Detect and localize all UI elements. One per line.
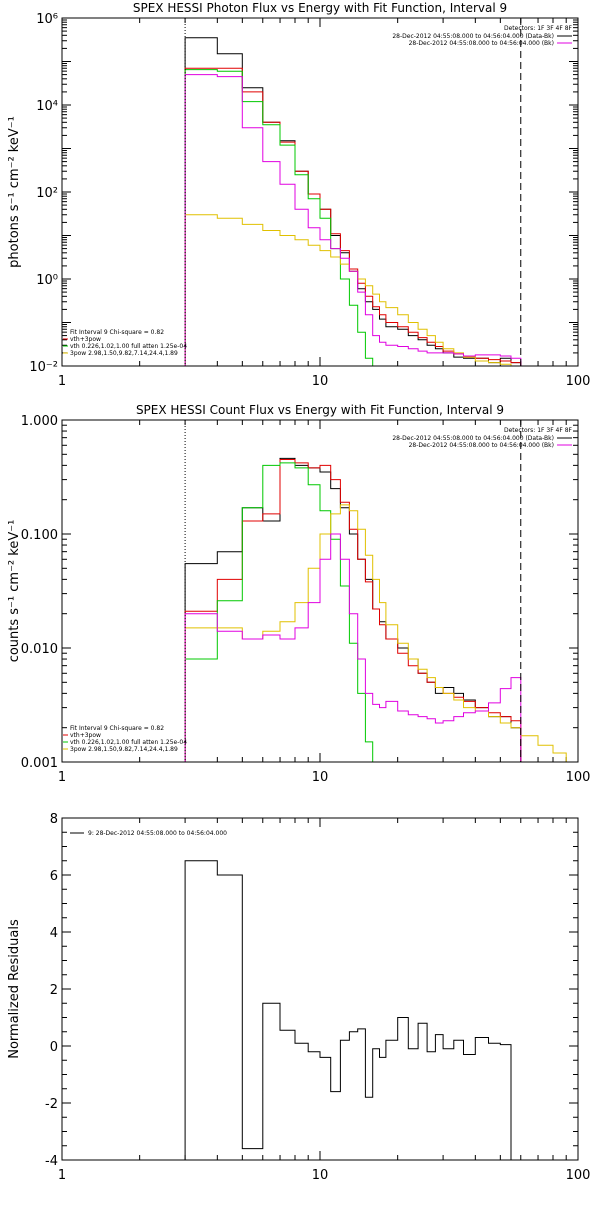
y-tick-label: 0 — [50, 1040, 58, 1055]
fit-info-text: vth+3pow — [70, 336, 101, 343]
plot-frame — [61, 419, 579, 763]
x-tick-label: 1 — [58, 770, 66, 785]
x-tick-label: 100 — [566, 1168, 591, 1183]
y-tick-label: 10⁻² — [29, 360, 58, 375]
fit-info-text: vth 0.226,1.02,1.00 full atten 1.25e-04 — [70, 739, 187, 746]
y-axis-label: photons s⁻¹ cm⁻² keV⁻¹ — [7, 116, 22, 268]
y-axis-label: Normalized Residuals — [7, 919, 22, 1059]
series-line-4 — [184, 214, 521, 366]
y-tick-label: 10² — [36, 186, 58, 201]
series-line-3 — [184, 462, 521, 762]
series-group — [184, 860, 521, 1160]
y-tick-label: 2 — [50, 983, 58, 998]
y-tick-label: 8 — [50, 812, 58, 827]
chart-panel-3: Normalized Residuals 1 10 100 -4 -2 0 2 4 6 8 9: 28… — [7, 812, 590, 1183]
series-group — [184, 457, 578, 762]
legend-entry: 28-Dec-2012 04:55:08.000 to 04:56:04.000… — [392, 33, 554, 40]
chart-title: SPEX HESSI Count Flux vs Energy with Fit… — [136, 403, 504, 417]
y-tick-label: 10⁶ — [36, 12, 58, 27]
x-tick-label: 10 — [312, 374, 329, 389]
fit-info-text: Fit Interval 9 Chi-square = 0.82 — [70, 725, 164, 732]
x-tick-label: 10 — [312, 1168, 329, 1183]
series-group — [184, 37, 522, 366]
legend-header: Detectors: 1F 3F 4F 8F — [504, 25, 573, 32]
series-line-4 — [184, 504, 578, 762]
series-line-5 — [184, 533, 522, 762]
y-tick-label: 4 — [50, 926, 58, 941]
y-tick-label: 10⁴ — [36, 99, 58, 114]
series-line-3 — [184, 69, 521, 366]
fit-info-text: Fit Interval 9 Chi-square = 0.82 — [70, 329, 164, 336]
legend-entry: 28-Dec-2012 04:55:08.000 to 04:56:04.000… — [409, 442, 554, 449]
fit-info-text: 3pow 2.98,1.50,9.82,7.14,24.4,1.89 — [70, 746, 178, 753]
y-tick-label: 10⁰ — [36, 273, 58, 288]
series-line-5 — [184, 74, 522, 366]
plot-frame — [61, 817, 579, 1161]
series-line-2 — [184, 459, 522, 762]
y-tick-label: 0.100 — [21, 528, 58, 543]
plot-frame — [61, 17, 579, 367]
fit-info-text: vth 0.226,1.02,1.00 full atten 1.25e-04 — [70, 343, 187, 350]
legend-entry: 28-Dec-2012 04:55:08.000 to 04:56:04.000… — [409, 40, 554, 47]
x-tick-label: 100 — [566, 770, 591, 785]
series-line-1 — [184, 860, 521, 1160]
x-tick-label: 10 — [312, 770, 329, 785]
y-tick-label: -4 — [45, 1154, 58, 1169]
fit-info-text: vth+3pow — [70, 732, 101, 739]
series-line-1 — [184, 37, 522, 366]
y-tick-label: 6 — [50, 869, 58, 884]
series-line-2 — [184, 67, 522, 366]
legend-header: Detectors: 1F 3F 4F 8F — [504, 427, 573, 434]
y-tick-label: -2 — [45, 1097, 58, 1112]
fit-info-text: 3pow 2.98,1.50,9.82,7.14,24.4,1.89 — [70, 350, 178, 357]
chart-title: SPEX HESSI Photon Flux vs Energy with Fi… — [133, 1, 507, 15]
legend-entry: 9: 28-Dec-2012 04:55:08.000 to 04:56:04.… — [88, 830, 227, 837]
x-tick-label: 1 — [58, 374, 66, 389]
series-line-1 — [184, 457, 522, 762]
y-tick-label: 0.001 — [21, 756, 58, 771]
x-tick-label: 1 — [58, 1168, 66, 1183]
chart-panel-1: SPEX HESSI Photon Flux vs Energy with Fi… — [7, 1, 590, 389]
chart-panel-2: SPEX HESSI Count Flux vs Energy with Fit… — [7, 403, 590, 785]
y-tick-label: 0.010 — [21, 642, 58, 657]
y-tick-label: 1.000 — [21, 414, 58, 429]
legend-entry: 28-Dec-2012 04:55:08.000 to 04:56:04.000… — [392, 435, 554, 442]
y-axis-label: counts s⁻¹ cm⁻² keV⁻¹ — [7, 520, 22, 663]
x-tick-label: 100 — [566, 374, 591, 389]
